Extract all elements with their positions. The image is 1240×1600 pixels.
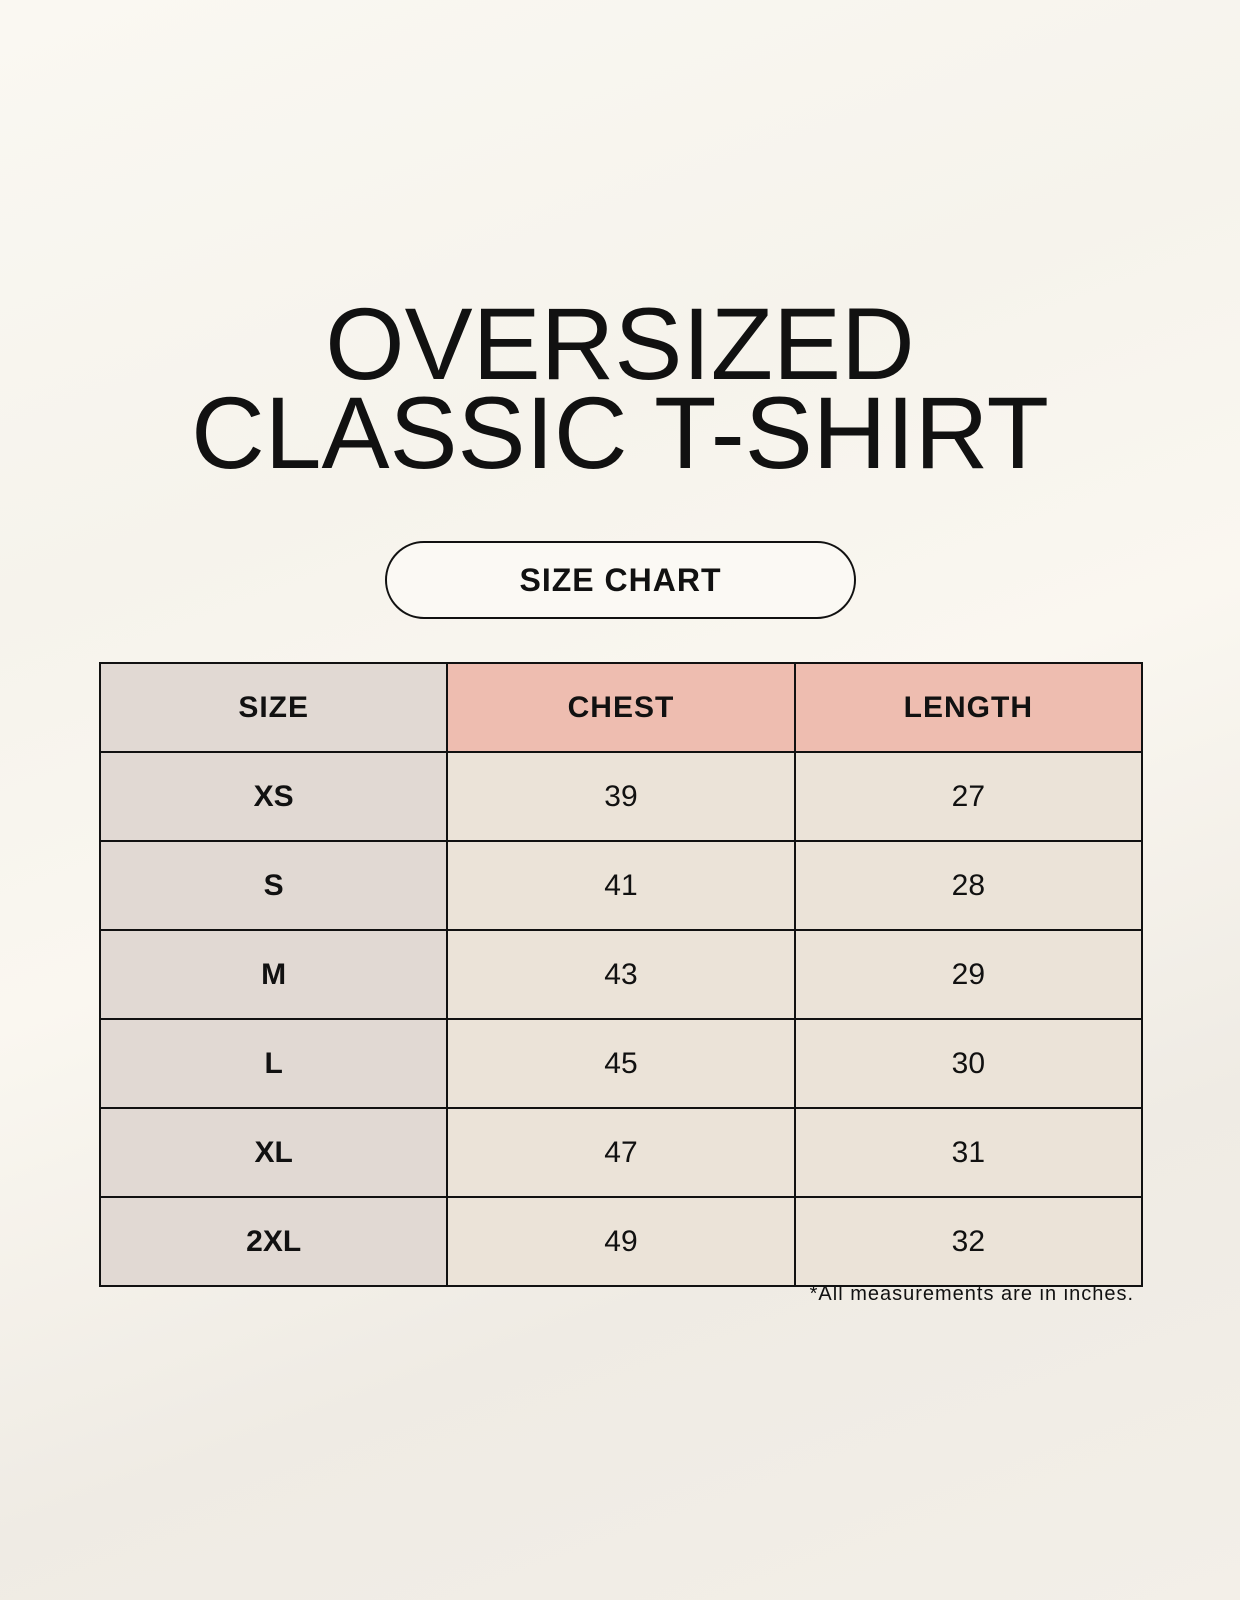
table-row: 2XL 49 32 <box>98 1196 1144 1287</box>
cell-length: 28 <box>793 840 1144 931</box>
cell-size: 2XL <box>98 1196 449 1287</box>
cell-length: 27 <box>793 751 1144 842</box>
table-row: S 41 28 <box>98 840 1144 931</box>
cell-size: XS <box>98 751 449 842</box>
table-row: L 45 30 <box>98 1018 1144 1109</box>
table-row: XS 39 27 <box>98 751 1144 842</box>
cell-length: 32 <box>793 1196 1144 1287</box>
title-line-1: OVERSIZED <box>325 287 915 401</box>
cell-length: 31 <box>793 1107 1144 1198</box>
cell-chest: 49 <box>446 1196 796 1287</box>
cell-size: M <box>98 929 449 1020</box>
title-line-2: CLASSIC T-SHIRT <box>191 376 1049 490</box>
table-row: XL 47 31 <box>98 1107 1144 1198</box>
footnote: *All measurements are in inches. <box>809 1283 1134 1305</box>
page-title: OVERSIZED CLASSIC T-SHIRT <box>0 287 1240 490</box>
cell-size: XL <box>98 1107 449 1198</box>
cell-chest: 39 <box>446 751 796 842</box>
table-row: M 43 29 <box>98 929 1144 1020</box>
table-header-row: SIZE CHEST LENGTH <box>98 662 1144 753</box>
cell-chest: 41 <box>446 840 796 931</box>
cell-length: 29 <box>793 929 1144 1020</box>
header-chest: CHEST <box>446 662 796 753</box>
size-chart-badge: SIZE CHART <box>385 541 856 619</box>
cell-length: 30 <box>793 1018 1144 1109</box>
cell-chest: 43 <box>446 929 796 1020</box>
cell-size: S <box>98 840 449 931</box>
size-table: SIZE CHEST LENGTH XS 39 27 S 41 28 M 43 29 L 45 30 X… <box>98 662 1144 1287</box>
header-length: LENGTH <box>793 662 1144 753</box>
header-size: SIZE <box>98 662 449 753</box>
cell-chest: 47 <box>446 1107 796 1198</box>
cell-size: L <box>98 1018 449 1109</box>
cell-chest: 45 <box>446 1018 796 1109</box>
